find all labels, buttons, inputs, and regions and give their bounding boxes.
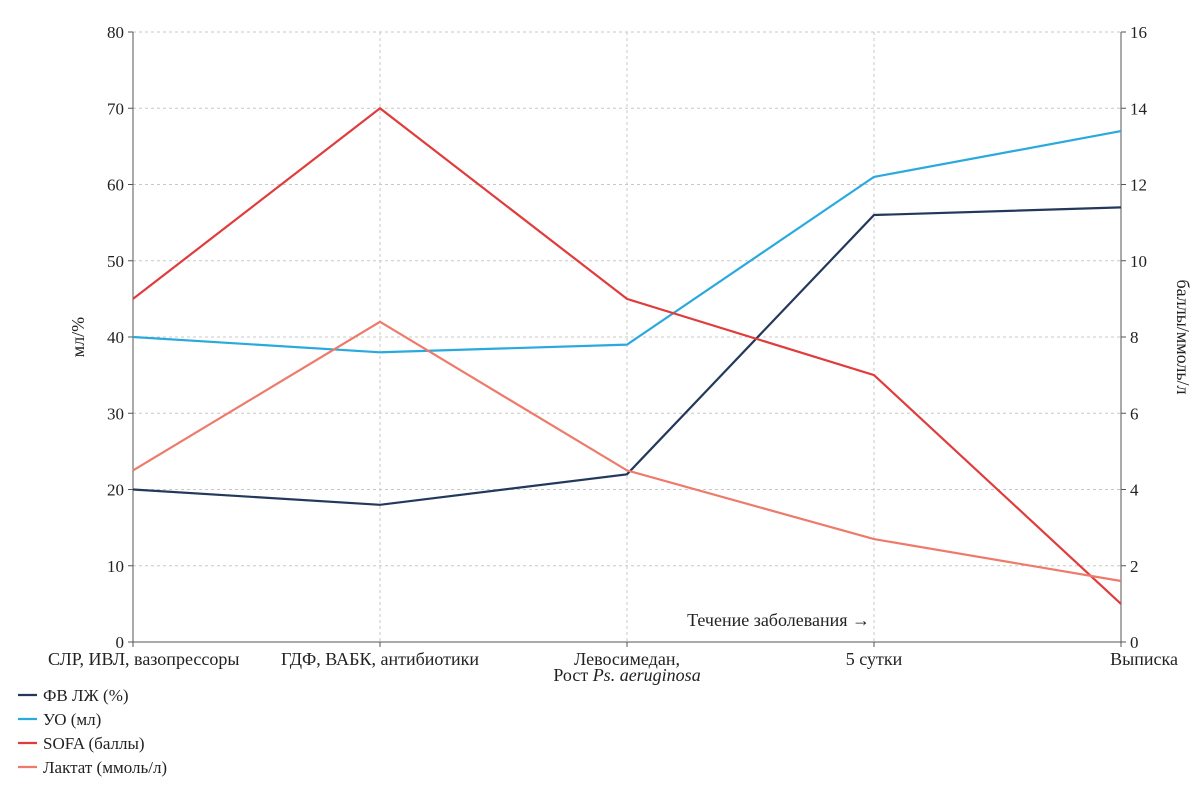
y-axis-left-title: мл/%: [68, 317, 88, 357]
grid-layer: [133, 31, 1122, 642]
tick-label-left: 10: [107, 557, 124, 576]
tick-label-right: 6: [1130, 404, 1139, 423]
legend-label: УО (мл): [43, 710, 101, 729]
legend-label: SOFA (баллы): [43, 734, 145, 753]
annotation-disease-course: Течение заболевания →: [687, 610, 870, 630]
y-axis-right-title: баллы/ммоль/л: [1173, 279, 1193, 394]
tick-label-right: 14: [1130, 99, 1148, 118]
category-label: СЛР, ИВЛ, вазопрессоры: [48, 649, 239, 669]
tick-label-left: 50: [107, 252, 124, 271]
tick-label-right: 4: [1130, 481, 1139, 500]
tick-label-right: 2: [1130, 557, 1139, 576]
series-line: [132, 106, 1122, 605]
series-line: [132, 206, 1122, 506]
tick-label-left: 0: [116, 633, 125, 652]
category-label: 5 сутки: [846, 649, 903, 669]
tick-label-right: 0: [1130, 633, 1139, 652]
tick-label-left: 40: [107, 328, 124, 347]
legend: ФВ ЛЖ (%) УО (мл) SOFA (баллы) Лактат (ммол…: [18, 686, 167, 777]
tick-label-left: 80: [107, 23, 124, 42]
series-line: [132, 320, 1122, 583]
legend-label: Лактат (ммоль/л): [43, 758, 167, 777]
tick-label-left: 20: [107, 481, 124, 500]
category-label: Выписка: [1110, 649, 1178, 669]
tick-label-right: 16: [1130, 23, 1147, 42]
category-label: ГДФ, ВАБК, антибиотики: [281, 649, 479, 669]
tick-label-right: 8: [1130, 328, 1139, 347]
tick-label-right: 12: [1130, 176, 1147, 195]
tick-label-right: 10: [1130, 252, 1147, 271]
tick-label-left: 30: [107, 404, 124, 423]
series-line: [132, 130, 1122, 354]
series-layer: [132, 106, 1122, 605]
labels-layer: 0 10 20 30 40 50 60 70 80 0 2 4 6 8 10 12 14 16 мл/% баллы/…: [48, 23, 1193, 685]
tick-label-left: 70: [107, 99, 124, 118]
category-label: Левосимедан, Рост Ps. aeruginosa: [553, 649, 700, 685]
tick-label-left: 60: [107, 176, 124, 195]
legend-label: ФВ ЛЖ (%): [43, 686, 129, 705]
